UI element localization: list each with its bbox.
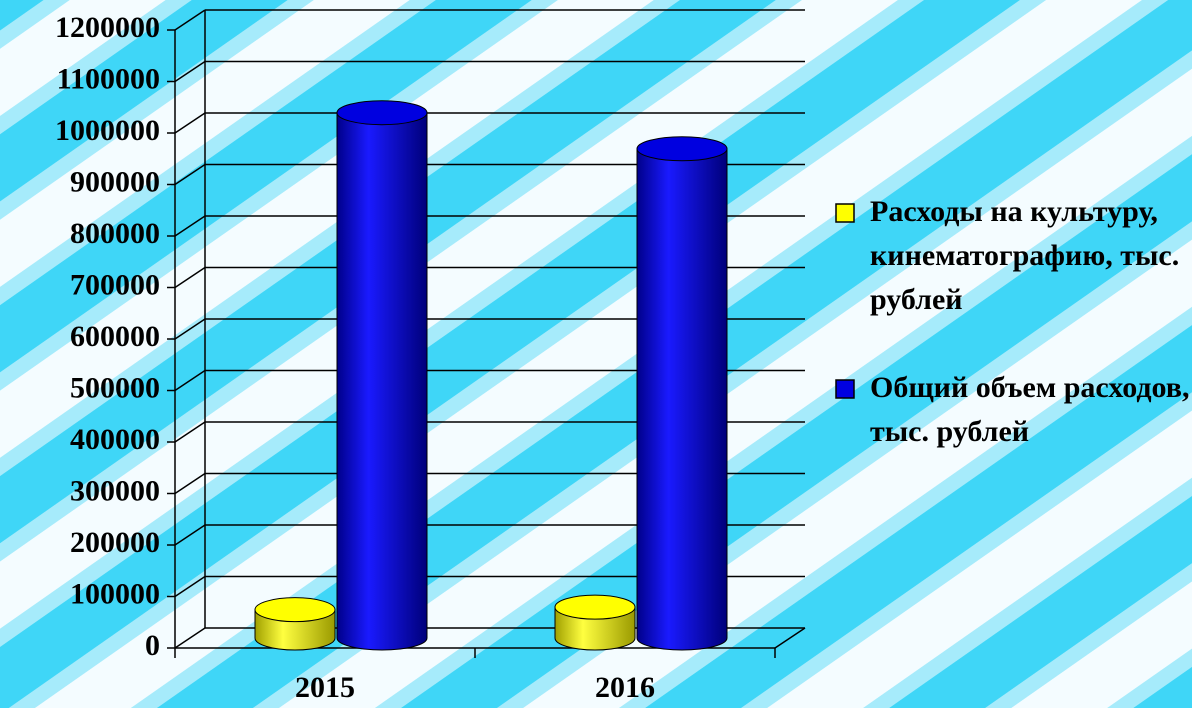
y-tick-label: 300000 (70, 474, 160, 507)
y-tick-label: 1100000 (57, 62, 160, 95)
x-tick-label: 2016 (595, 671, 655, 704)
cylinder-top (336, 100, 428, 126)
cylinder-body (336, 112, 428, 651)
grid-line (174, 215, 206, 237)
grid-line (174, 472, 206, 495)
y-tick-label: 0 (145, 629, 160, 662)
legend-entry: Общий объем расходов, тыс. рублей (870, 371, 1190, 448)
grid-line (174, 60, 206, 83)
grid-line (174, 9, 206, 31)
grid-line (174, 266, 206, 289)
y-tick-label: 800000 (70, 217, 160, 250)
legend-swatch (835, 379, 855, 399)
y-tick-label: 400000 (70, 423, 160, 456)
y-tick-label: 1200000 (55, 11, 160, 44)
cylinder-top (636, 136, 728, 162)
y-tick-label: 200000 (70, 526, 160, 559)
grid-line (174, 318, 206, 340)
y-tick-label: 100000 (70, 577, 160, 610)
y-tick-label: 500000 (70, 371, 160, 404)
x-tick-label: 2015 (295, 671, 355, 704)
legend-entry: Расходы на культуру, кинематографию, тыс… (870, 195, 1180, 316)
y-tick-label: 900000 (70, 165, 160, 198)
y-tick-label: 600000 (70, 320, 160, 353)
bar (336, 100, 428, 651)
bar (254, 597, 336, 651)
grid-line (174, 524, 206, 546)
cylinder-top (554, 594, 636, 620)
cylinder-top (254, 597, 336, 623)
legend-swatch (835, 203, 855, 223)
bar (636, 136, 728, 651)
y-tick-label: 1000000 (55, 114, 160, 147)
grid-line (174, 112, 206, 134)
y-tick-label: 700000 (70, 268, 160, 301)
grid-line (174, 627, 206, 649)
floor-edge (774, 627, 806, 649)
grid-line (174, 369, 206, 392)
bar (554, 594, 636, 651)
grid-line (174, 575, 206, 598)
grid-line (174, 163, 206, 186)
grid-line (174, 421, 206, 443)
cylinder-body (636, 148, 728, 651)
